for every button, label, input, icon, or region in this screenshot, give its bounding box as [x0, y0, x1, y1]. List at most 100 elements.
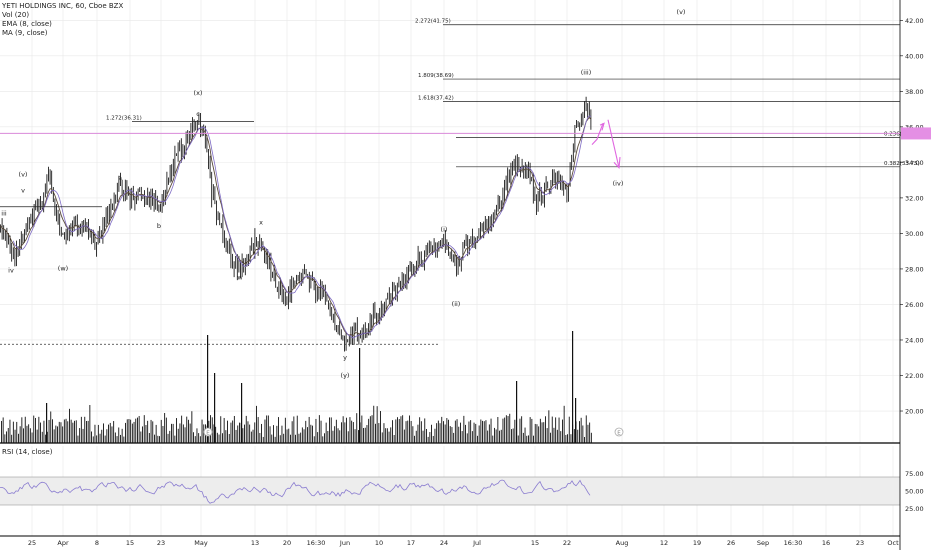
y-tick-label: 30.00 — [905, 230, 924, 238]
fib-label: 0.382(33.75) — [884, 161, 920, 167]
wave-label: y — [343, 354, 347, 362]
volume-bar — [364, 427, 366, 443]
volume-bar — [177, 428, 179, 443]
wave-label: (ii) — [452, 300, 461, 308]
ma-line — [12, 115, 591, 339]
volume-bar — [179, 423, 181, 443]
volume-bar — [262, 436, 264, 443]
volume-bar — [242, 428, 244, 443]
volume-bar — [133, 421, 135, 443]
wave-label: x — [259, 219, 263, 227]
volume-bar — [317, 432, 319, 443]
volume-bar — [443, 421, 444, 443]
volume-bar — [261, 423, 262, 443]
volume-bar — [378, 423, 380, 443]
volume-bar — [490, 418, 492, 443]
x-tick-label: Jul — [472, 539, 481, 547]
volume-bar — [40, 422, 41, 443]
x-tick-label: 15 — [531, 539, 539, 547]
volume-bar — [222, 433, 223, 443]
x-tick-label: 23 — [856, 539, 864, 547]
volume-bar — [565, 434, 567, 443]
volume-bar — [82, 428, 84, 443]
volume-bar — [577, 429, 579, 443]
volume-bar — [424, 418, 426, 443]
volume-bar — [36, 429, 38, 443]
volume-bar — [230, 422, 232, 443]
x-tick-label: 25 — [28, 539, 36, 547]
volume-bar — [300, 432, 302, 443]
event-marker — [614, 427, 624, 437]
volume-bar — [392, 420, 393, 443]
volume-bar — [548, 410, 550, 443]
volume-bar — [283, 433, 285, 443]
volume-bar — [118, 427, 120, 443]
y-tick-label: 20.00 — [905, 408, 924, 416]
volume-bar — [188, 419, 189, 443]
event-marker — [203, 427, 213, 437]
volume-bar — [87, 420, 89, 443]
volume-bar — [354, 429, 356, 443]
fib-label: 2.272(41.75) — [415, 19, 451, 25]
volume-bar — [213, 424, 215, 443]
volume-bar — [556, 429, 558, 443]
volume-bar — [19, 426, 21, 443]
volume-bar — [167, 433, 169, 443]
volume-bar — [473, 422, 475, 443]
wave-label: b — [157, 222, 161, 230]
volume-bar — [138, 415, 140, 443]
volume-bar — [199, 436, 201, 443]
volume-bar — [12, 421, 14, 443]
price-axis: 42.00 40.00 38.00 36.00 34.00 32.00 30.00 28.00… — [900, 17, 924, 416]
volume-bar — [524, 427, 526, 443]
volume-bar — [494, 427, 495, 443]
rsi-axis: 75.00 50.00 25.00 — [905, 470, 924, 513]
volume-bar — [70, 419, 72, 443]
x-tick-label: Aug — [616, 539, 629, 547]
volume-bar — [334, 426, 336, 443]
volume-bar — [279, 435, 281, 443]
volume-bar — [417, 424, 419, 443]
wave-label: iv — [8, 266, 14, 274]
volume-bar — [45, 434, 47, 443]
volume-bar — [218, 434, 220, 443]
volume-bar — [550, 432, 551, 443]
volume-bar — [471, 431, 473, 443]
volume-bar — [305, 420, 307, 443]
volume-bar — [585, 415, 587, 443]
volume-bar — [281, 425, 283, 443]
fib-label: 1.618(37.42) — [418, 96, 454, 102]
wave-label: (iv) — [613, 179, 624, 187]
volume-bar — [529, 417, 531, 443]
projection-leg-up — [591, 123, 604, 145]
volume-bar — [211, 417, 213, 443]
volume-bar — [293, 416, 295, 443]
volume-bar — [159, 436, 160, 443]
volume-bar — [53, 429, 55, 443]
x-tick-label: 23 — [157, 539, 165, 547]
volume-bar — [171, 423, 172, 443]
y-tick-label: 36.00 — [905, 123, 924, 131]
volume-bar — [383, 423, 385, 443]
volume-bar — [91, 431, 92, 443]
volume-bar — [482, 420, 483, 443]
volume-spike — [214, 373, 216, 443]
volume-bar — [52, 419, 53, 443]
volume-bar — [21, 417, 23, 443]
volume-bar — [324, 433, 325, 443]
volume-bar — [398, 419, 400, 443]
x-tick-label: 20 — [283, 539, 291, 547]
x-tick-label: Oct — [887, 539, 899, 547]
wave-label: w — [237, 274, 243, 282]
volume-bar — [570, 434, 572, 443]
volume-bar — [487, 430, 489, 443]
volume-bar — [519, 418, 521, 443]
volume-bar — [7, 428, 9, 443]
volume-bar — [182, 424, 184, 443]
rsi-tick-label: 50.00 — [905, 488, 924, 496]
volume-bar — [191, 411, 193, 443]
volume-bar — [451, 427, 453, 443]
volume-bar — [154, 434, 155, 443]
